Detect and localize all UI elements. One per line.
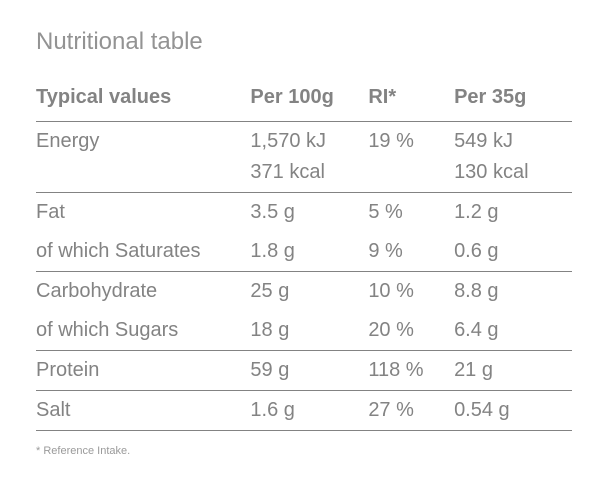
row-sugars: of which Sugars 18 g 20 % 6.4 g: [36, 311, 572, 351]
cell-saturates-per35: 0.6 g: [454, 232, 572, 272]
cell-energy-per35-kcal: 130 kcal: [454, 161, 572, 193]
cell-fat-per35: 1.2 g: [454, 193, 572, 233]
cell-salt-label: Salt: [36, 391, 250, 431]
cell-protein-per35: 21 g: [454, 351, 572, 391]
cell-energy-per100-kcal: 371 kcal: [250, 161, 368, 193]
cell-saturates-label: of which Saturates: [36, 232, 250, 272]
cell-saturates-per100: 1.8 g: [250, 232, 368, 272]
row-energy-kcal: 371 kcal 130 kcal: [36, 161, 572, 193]
cell-sugars-per35: 6.4 g: [454, 311, 572, 351]
cell-salt-ri: 27 %: [368, 391, 454, 431]
row-protein: Protein 59 g 118 % 21 g: [36, 351, 572, 391]
cell-sugars-label: of which Sugars: [36, 311, 250, 351]
cell-energy-ri: 19 %: [368, 122, 454, 162]
cell-salt-per100: 1.6 g: [250, 391, 368, 431]
cell-carb-ri: 10 %: [368, 272, 454, 312]
cell-protein-per100: 59 g: [250, 351, 368, 391]
cell-carb-label: Carbohydrate: [36, 272, 250, 312]
cell-carb-per100: 25 g: [250, 272, 368, 312]
row-saturates: of which Saturates 1.8 g 9 % 0.6 g: [36, 232, 572, 272]
cell-energy-label: Energy: [36, 122, 250, 162]
row-salt: Salt 1.6 g 27 % 0.54 g: [36, 391, 572, 431]
cell-energy-per100-kj: 1,570 kJ: [250, 122, 368, 162]
cell-fat-ri: 5 %: [368, 193, 454, 233]
row-carb: Carbohydrate 25 g 10 % 8.8 g: [36, 272, 572, 312]
cell-saturates-ri: 9 %: [368, 232, 454, 272]
cell-sugars-per100: 18 g: [250, 311, 368, 351]
cell-protein-label: Protein: [36, 351, 250, 391]
cell-carb-per35: 8.8 g: [454, 272, 572, 312]
table-title: Nutritional table: [36, 28, 572, 56]
cell-empty: [368, 161, 454, 193]
row-energy-kj: Energy 1,570 kJ 19 % 549 kJ: [36, 122, 572, 162]
cell-protein-ri: 118 %: [368, 351, 454, 391]
cell-fat-per100: 3.5 g: [250, 193, 368, 233]
col-per-100g: Per 100g: [250, 80, 368, 122]
header-row: Typical values Per 100g RI* Per 35g: [36, 80, 572, 122]
cell-empty: [36, 161, 250, 193]
footnote: * Reference Intake.: [36, 445, 572, 457]
cell-sugars-ri: 20 %: [368, 311, 454, 351]
col-per-35g: Per 35g: [454, 80, 572, 122]
row-fat: Fat 3.5 g 5 % 1.2 g: [36, 193, 572, 233]
cell-fat-label: Fat: [36, 193, 250, 233]
col-typical-values: Typical values: [36, 80, 250, 122]
col-ri: RI*: [368, 80, 454, 122]
cell-energy-per35-kj: 549 kJ: [454, 122, 572, 162]
cell-salt-per35: 0.54 g: [454, 391, 572, 431]
nutrition-table: Typical values Per 100g RI* Per 35g Ener…: [36, 80, 572, 431]
